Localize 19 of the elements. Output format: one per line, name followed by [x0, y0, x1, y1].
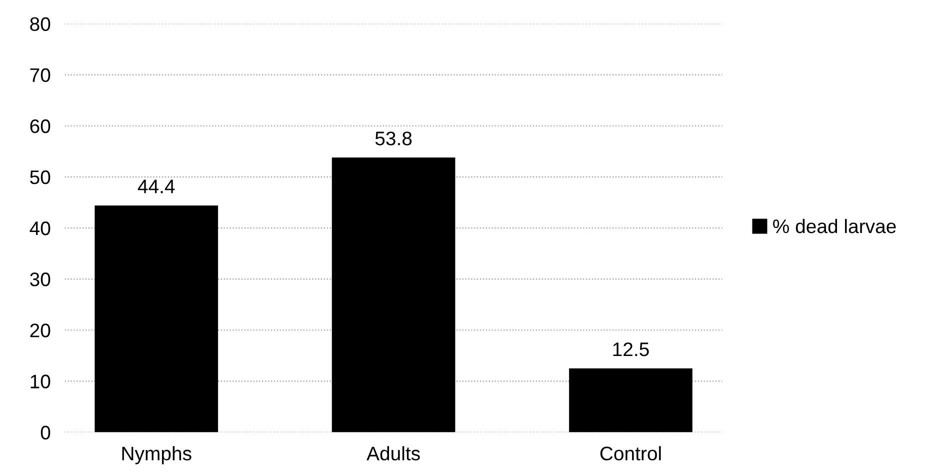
data-label: 44.4: [138, 180, 175, 194]
legend-label: % dead larvae: [773, 218, 896, 234]
data-label: 12.5: [613, 342, 649, 356]
x-tick-label: Nymphs: [122, 446, 192, 464]
y-tick-label: 30: [30, 272, 50, 286]
y-tick-label: 10: [30, 374, 50, 388]
y-tick-label: 20: [30, 324, 50, 338]
bar: [569, 368, 692, 432]
data-label: 53.8: [375, 132, 412, 146]
y-tick-label: 80: [30, 17, 50, 31]
y-tick-label: 0: [40, 426, 50, 440]
y-tick-label: 60: [30, 119, 50, 134]
y-tick-label: 50: [30, 170, 50, 184]
x-tick-label: Control: [600, 446, 661, 460]
y-tick-label: 70: [30, 68, 50, 82]
bar: [94, 206, 218, 432]
x-tick-label: Adults: [366, 446, 420, 460]
bar: [332, 158, 456, 432]
y-tick-label: 40: [30, 221, 50, 236]
